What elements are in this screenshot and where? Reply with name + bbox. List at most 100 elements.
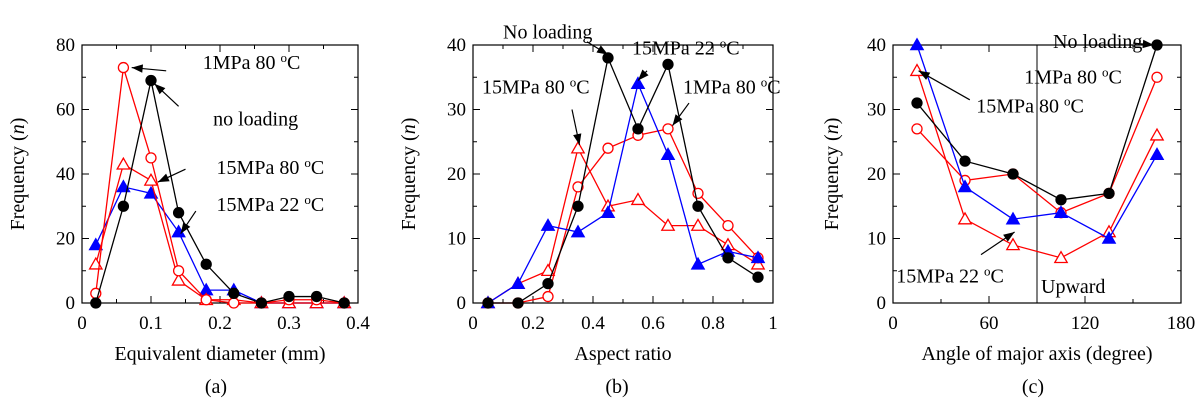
x-tick-label: 120 [1071,313,1100,334]
data-point [540,263,556,277]
y-axis-title: Frequency (n) [398,118,420,231]
x-tick-label: 60 [980,313,999,334]
data-point [602,142,614,154]
data-point [283,290,295,303]
data-point [482,297,494,309]
y-tick-label: 30 [447,100,466,121]
data-point [172,207,185,219]
data-point [600,205,616,219]
annotation: 1MPa 80 oC [1024,64,1122,89]
y-tick-label: 10 [447,229,466,250]
data-point [959,155,971,167]
y-tick-label: 30 [867,100,886,121]
annotation-label: no loading [213,109,298,131]
annotation-arrowhead [638,69,649,81]
panel-label: (a) [205,376,227,398]
data-point [88,237,104,251]
y-tick-label: 0 [457,293,467,314]
data-point [1149,127,1165,141]
x-tick-label: 0 [468,313,478,334]
data-point [602,52,614,64]
annotation-label: No loading [1053,31,1142,53]
data-point [957,179,973,193]
series-line [488,128,759,304]
annotation: 1MPa 80 oC [672,74,781,126]
annotation-label: 15MPa 80 oC [217,155,325,180]
data-point [255,297,268,309]
data-point [116,179,131,193]
series-s_nl [90,74,350,309]
annotation-arrowhead [573,133,582,145]
annotation-label: 15MPa 22 oC [632,35,740,60]
data-point [1103,187,1115,200]
data-point [722,219,734,232]
x-tick-label: 0.8 [701,313,725,334]
annotation-label: 1MPa 80 oC [683,74,781,99]
data-point [171,272,186,286]
series-line [488,55,759,304]
data-point [310,290,323,303]
annotation: No loading [1053,31,1154,53]
data-point [572,200,584,212]
series-line [916,77,1158,214]
y-tick-label: 80 [56,35,75,56]
data-point [660,147,676,160]
data-point [200,258,212,270]
data-point [512,297,524,309]
annotation-arrowhead [1003,232,1015,242]
annotation-label: 15MPa 22 oC [217,192,325,217]
x-tick-label: 0.4 [581,313,605,334]
data-point [1101,230,1117,244]
chart-panel-3: 0 60 120 180 0 10 20 30 40 Angle of major axis (d… [821,31,1195,398]
data-point [1005,211,1021,225]
x-tick-label: 0.2 [521,313,545,334]
x-axis-title: Aspect ratio [574,343,671,365]
data-point [540,218,556,231]
data-point [228,297,240,309]
y-tick-label: 20 [56,229,75,250]
y-tick-label: 0 [877,293,887,314]
annotation-arrowhead [157,173,170,183]
data-point [690,218,706,231]
x-tick-label: 0.2 [208,313,232,334]
annotation-label: 15MPa 80 oC [976,93,1084,118]
annotation-label: 15MPa 80 oC [482,74,590,99]
data-point [570,224,586,238]
series-line [487,146,759,304]
data-point [752,271,764,283]
series-line [916,44,1158,240]
annotation: 15MPa 22 oC [180,192,325,234]
series-line [95,80,345,304]
series-s_1 [90,61,350,309]
data-point [200,294,212,306]
annotation-arrowhead [180,222,191,234]
annotation-arrowhead [131,64,144,73]
data-point [630,192,646,206]
annotation: 15MPa 80 oC [482,74,590,146]
annotation-arrowhead [596,45,608,55]
data-point [909,63,925,77]
series-line [95,67,345,304]
data-point [572,181,584,193]
x-axis-title: Angle of major axis (degree) [921,343,1152,365]
data-point [957,211,973,225]
y-tick-label: 40 [447,35,466,56]
data-point [1005,237,1021,251]
series-line [487,81,759,304]
x-tick-label: 0 [888,313,898,334]
x-tick-label: 0.3 [277,313,301,334]
annotation: 1MPa 80 oC [131,50,300,74]
data-point [911,123,923,135]
x-tick-label: 1 [768,313,778,334]
data-point [1151,71,1163,83]
data-point [116,156,131,170]
annotation: 15MPa 80 oC [918,70,1084,118]
data-point [630,76,646,89]
data-point [90,297,102,309]
annotation-arrowhead [918,70,931,80]
panel-label: (b) [605,376,628,398]
data-point [909,37,925,51]
data-point [1149,147,1165,160]
annotation: 15MPa 22 oC [632,35,740,81]
